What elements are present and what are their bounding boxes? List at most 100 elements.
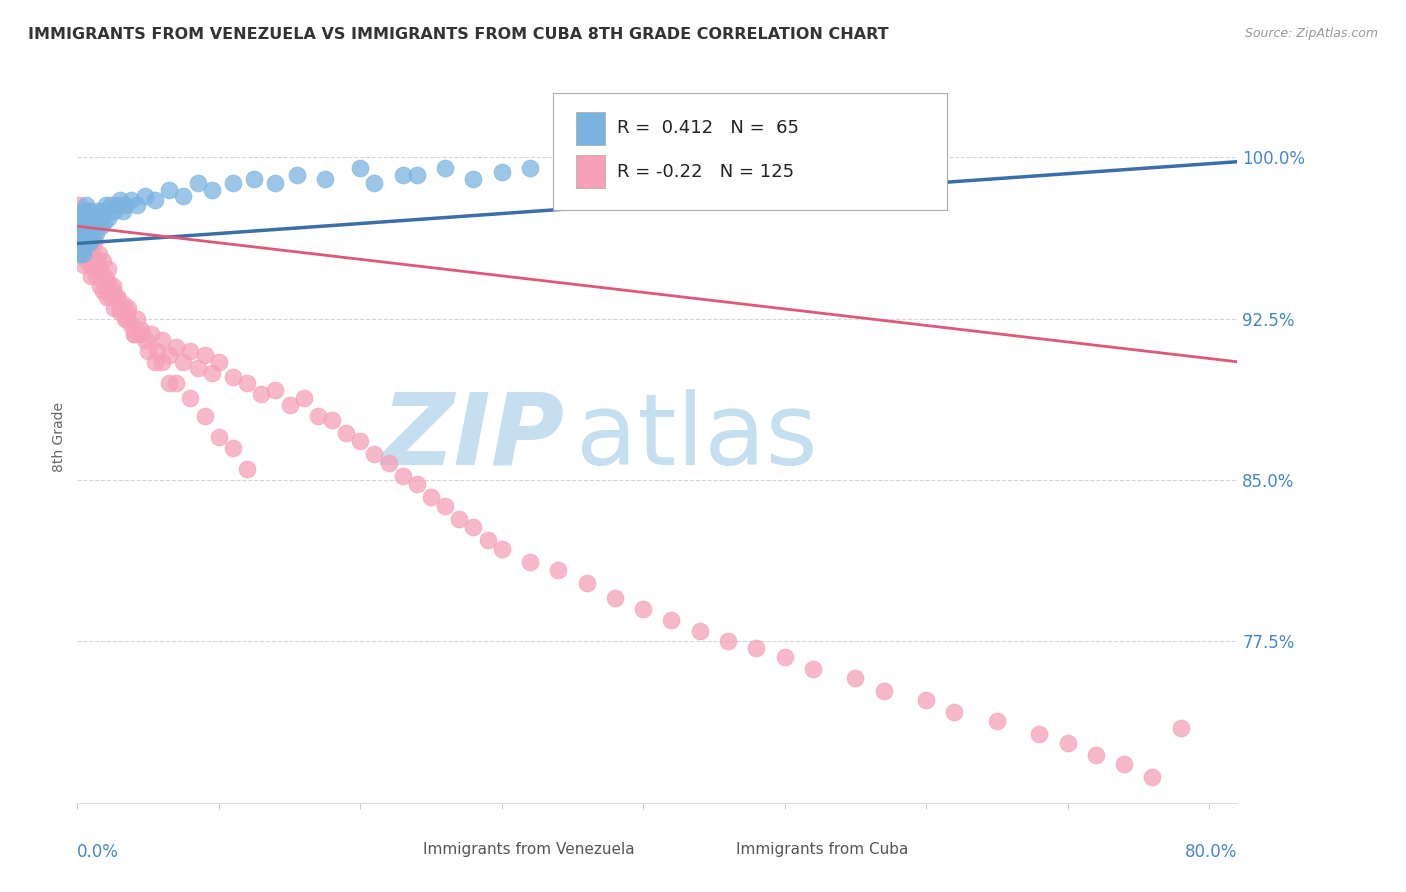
Point	[111, 204, 134, 219]
Point	[73, 241, 96, 255]
Point	[519, 161, 541, 176]
Text: 80.0%: 80.0%	[1185, 843, 1237, 861]
Point	[172, 355, 194, 369]
Point	[77, 247, 100, 261]
Point	[136, 344, 159, 359]
Point	[73, 258, 96, 272]
Point	[73, 226, 96, 240]
Point	[335, 425, 357, 440]
Point	[97, 262, 120, 277]
Point	[105, 198, 128, 212]
Point	[83, 258, 105, 272]
FancyBboxPatch shape	[576, 155, 605, 188]
Point	[103, 204, 125, 219]
Point	[463, 520, 485, 534]
Point	[491, 165, 513, 179]
Point	[134, 189, 156, 203]
Point	[420, 491, 443, 505]
Point	[105, 290, 128, 304]
Point	[120, 318, 142, 333]
Point	[377, 456, 399, 470]
Point	[108, 305, 131, 319]
Point	[717, 634, 740, 648]
Point	[307, 409, 329, 423]
Point	[69, 247, 91, 261]
Point	[80, 236, 103, 251]
Point	[463, 172, 485, 186]
Point	[83, 236, 105, 251]
Point	[179, 344, 201, 359]
Point	[94, 279, 117, 293]
Point	[264, 176, 287, 190]
Point	[872, 684, 894, 698]
Point	[75, 241, 97, 255]
Point	[179, 392, 201, 406]
Point	[986, 714, 1008, 728]
Point	[93, 268, 115, 283]
Point	[67, 230, 90, 244]
Point	[194, 409, 217, 423]
Point	[844, 671, 866, 685]
Point	[943, 706, 966, 720]
Point	[89, 211, 111, 225]
Point	[120, 194, 142, 208]
Point	[114, 311, 136, 326]
Point	[84, 268, 107, 283]
Point	[222, 369, 245, 384]
Point	[143, 355, 166, 369]
Point	[125, 198, 148, 212]
Point	[79, 241, 101, 255]
Point	[100, 198, 122, 212]
Point	[94, 275, 117, 289]
Point	[187, 361, 209, 376]
Point	[434, 161, 457, 176]
Point	[77, 211, 100, 225]
Point	[208, 355, 231, 369]
Point	[689, 624, 711, 638]
Point	[86, 253, 108, 268]
Point	[125, 311, 148, 326]
Point	[129, 322, 152, 336]
Text: Immigrants from Venezuela: Immigrants from Venezuela	[423, 842, 634, 857]
Point	[449, 512, 471, 526]
Point	[70, 211, 93, 225]
Point	[145, 344, 167, 359]
Point	[157, 376, 180, 391]
Point	[321, 413, 343, 427]
Point	[603, 176, 626, 190]
Point	[134, 333, 156, 347]
Text: R = -0.22   N = 125: R = -0.22 N = 125	[617, 162, 794, 180]
Point	[90, 268, 112, 283]
Point	[80, 215, 103, 229]
Point	[76, 226, 98, 240]
Point	[236, 462, 259, 476]
Point	[69, 204, 91, 219]
Point	[477, 533, 499, 548]
Point	[491, 541, 513, 556]
Point	[82, 247, 104, 261]
Point	[75, 215, 97, 229]
Point	[77, 219, 100, 234]
Text: atlas: atlas	[576, 389, 818, 485]
Point	[97, 211, 120, 225]
Point	[91, 204, 114, 219]
Text: Immigrants from Cuba: Immigrants from Cuba	[737, 842, 908, 857]
Point	[117, 301, 139, 315]
Point	[1170, 721, 1192, 735]
Text: R =  0.412   N =  65: R = 0.412 N = 65	[617, 119, 799, 136]
Point	[222, 441, 245, 455]
Point	[122, 326, 145, 341]
Point	[143, 194, 166, 208]
Point	[91, 253, 114, 268]
Point	[80, 232, 103, 246]
Point	[150, 355, 173, 369]
Point	[97, 275, 120, 289]
Point	[363, 176, 385, 190]
Point	[73, 211, 96, 225]
Point	[70, 219, 93, 234]
Point	[67, 241, 90, 255]
Point	[96, 290, 118, 304]
Point	[108, 194, 131, 208]
Point	[77, 236, 100, 251]
Point	[1114, 757, 1136, 772]
